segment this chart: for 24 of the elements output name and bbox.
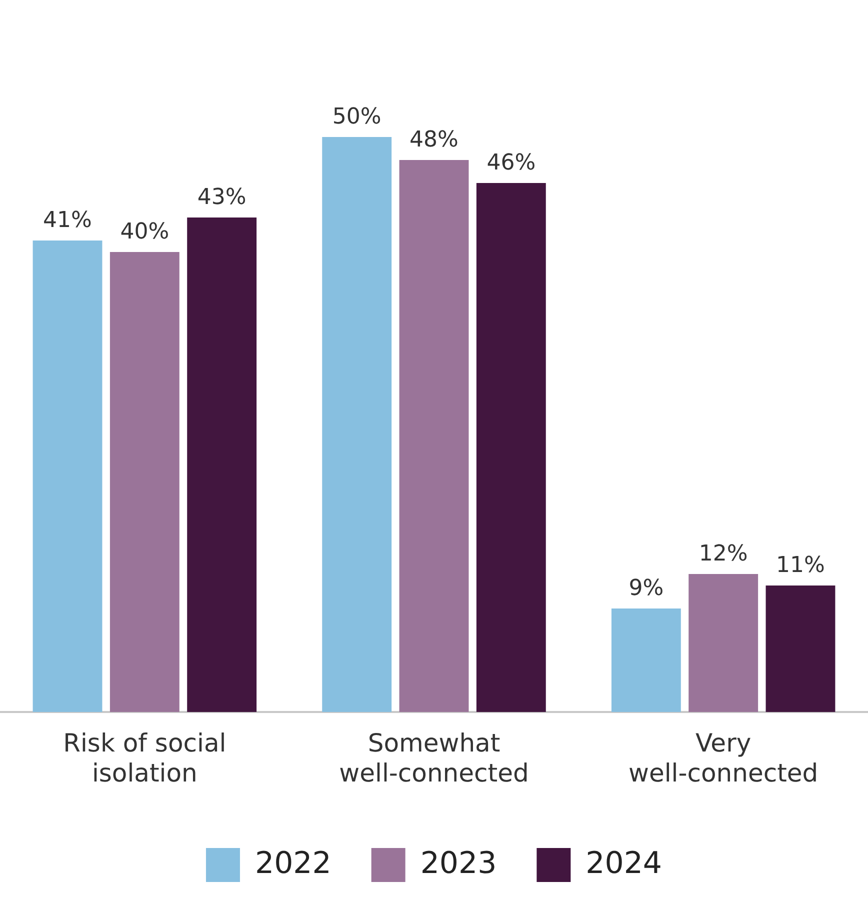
data-label: 48% — [410, 128, 458, 153]
data-label: 12% — [698, 542, 748, 567]
data-label: 41% — [43, 208, 92, 234]
bar — [399, 160, 469, 712]
bar — [110, 252, 180, 712]
legend-label: 2024 — [586, 846, 662, 881]
data-label: 43% — [197, 185, 246, 210]
data-label: 40% — [120, 220, 170, 245]
bar — [322, 137, 392, 712]
bar — [766, 586, 836, 712]
bar — [476, 183, 546, 712]
data-label: 50% — [332, 104, 382, 130]
bar — [611, 608, 681, 712]
bar — [688, 574, 758, 712]
data-label: 46% — [486, 150, 536, 176]
bar — [187, 218, 257, 712]
x-tick-label: Somewhat well-connected — [339, 728, 529, 788]
legend-label: 2023 — [420, 846, 497, 881]
data-label: 11% — [776, 553, 825, 578]
legend-label: 2022 — [254, 846, 332, 881]
x-tick-label: Risk of social isolation — [63, 728, 226, 788]
data-label: 9% — [628, 576, 664, 602]
bar — [32, 240, 102, 712]
x-tick-label: Very well-connected — [628, 728, 818, 788]
